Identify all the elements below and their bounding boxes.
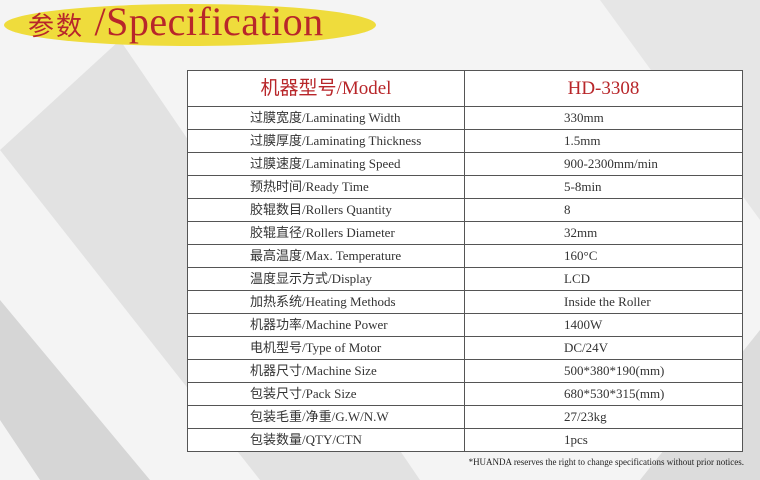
spec-table: 机器型号/Model HD-3308 过膜宽度/Laminating Width… (187, 70, 743, 452)
spec-key: 加热系统/Heating Methods (187, 290, 465, 314)
spec-key: 过膜宽度/Laminating Width (187, 106, 465, 130)
spec-row: 机器功率/Machine Power 1400W (187, 313, 743, 337)
section-title: 参数 /Specification (4, 0, 376, 46)
spec-row: 胶辊数目/Rollers Quantity 8 (187, 198, 743, 222)
spec-row: 温度显示方式/Display LCD (187, 267, 743, 291)
model-value: HD-3308 (464, 70, 743, 107)
spec-row: 胶辊直径/Rollers Diameter 32mm (187, 221, 743, 245)
spec-row: 机器尺寸/Machine Size 500*380*190(mm) (187, 359, 743, 383)
spec-value: 8 (464, 198, 743, 222)
spec-key: 机器功率/Machine Power (187, 313, 465, 337)
spec-value: DC/24V (464, 336, 743, 360)
spec-key: 过膜厚度/Laminating Thickness (187, 129, 465, 153)
spec-value: 1.5mm (464, 129, 743, 153)
spec-key: 预热时间/Ready Time (187, 175, 465, 199)
spec-row: 包装数量/QTY/CTN 1pcs (187, 428, 743, 452)
disclaimer-note: *HUANDA reserves the right to change spe… (468, 457, 744, 467)
title-cn: 参数 (28, 12, 85, 42)
spec-row: 加热系统/Heating Methods Inside the Roller (187, 290, 743, 314)
spec-value: 5-8min (464, 175, 743, 199)
spec-key: 机器尺寸/Machine Size (187, 359, 465, 383)
spec-row: 包装毛重/净重/G.W/N.W 27/23kg (187, 405, 743, 429)
spec-value: 27/23kg (464, 405, 743, 429)
spec-value: 1pcs (464, 428, 743, 452)
spec-value: 1400W (464, 313, 743, 337)
spec-row: 电机型号/Type of Motor DC/24V (187, 336, 743, 360)
spec-row: 过膜宽度/Laminating Width 330mm (187, 106, 743, 130)
spec-row: 包装尺寸/Pack Size 680*530*315(mm) (187, 382, 743, 406)
spec-value: LCD (464, 267, 743, 291)
spec-value: Inside the Roller (464, 290, 743, 314)
spec-value: 330mm (464, 106, 743, 130)
spec-value: 900-2300mm/min (464, 152, 743, 176)
spec-value: 500*380*190(mm) (464, 359, 743, 383)
spec-row: 预热时间/Ready Time 5-8min (187, 175, 743, 199)
model-label: 机器型号/Model (187, 70, 465, 107)
spec-row: 最高温度/Max. Temperature 160°C (187, 244, 743, 268)
spec-key: 包装毛重/净重/G.W/N.W (187, 405, 465, 429)
spec-key: 最高温度/Max. Temperature (187, 244, 465, 268)
spec-key: 包装尺寸/Pack Size (187, 382, 465, 406)
spec-key: 胶辊直径/Rollers Diameter (187, 221, 465, 245)
spec-value: 32mm (464, 221, 743, 245)
header-row: 机器型号/Model HD-3308 (187, 70, 743, 107)
title-highlight (4, 4, 376, 46)
spec-row: 过膜速度/Laminating Speed 900-2300mm/min (187, 152, 743, 176)
spec-key: 包装数量/QTY/CTN (187, 428, 465, 452)
spec-value: 160°C (464, 244, 743, 268)
spec-key: 电机型号/Type of Motor (187, 336, 465, 360)
spec-row: 过膜厚度/Laminating Thickness 1.5mm (187, 129, 743, 153)
title-separator: / (94, 0, 107, 44)
spec-key: 过膜速度/Laminating Speed (187, 152, 465, 176)
title-en: Specification (106, 0, 324, 44)
spec-value: 680*530*315(mm) (464, 382, 743, 406)
spec-key: 温度显示方式/Display (187, 267, 465, 291)
spec-key: 胶辊数目/Rollers Quantity (187, 198, 465, 222)
